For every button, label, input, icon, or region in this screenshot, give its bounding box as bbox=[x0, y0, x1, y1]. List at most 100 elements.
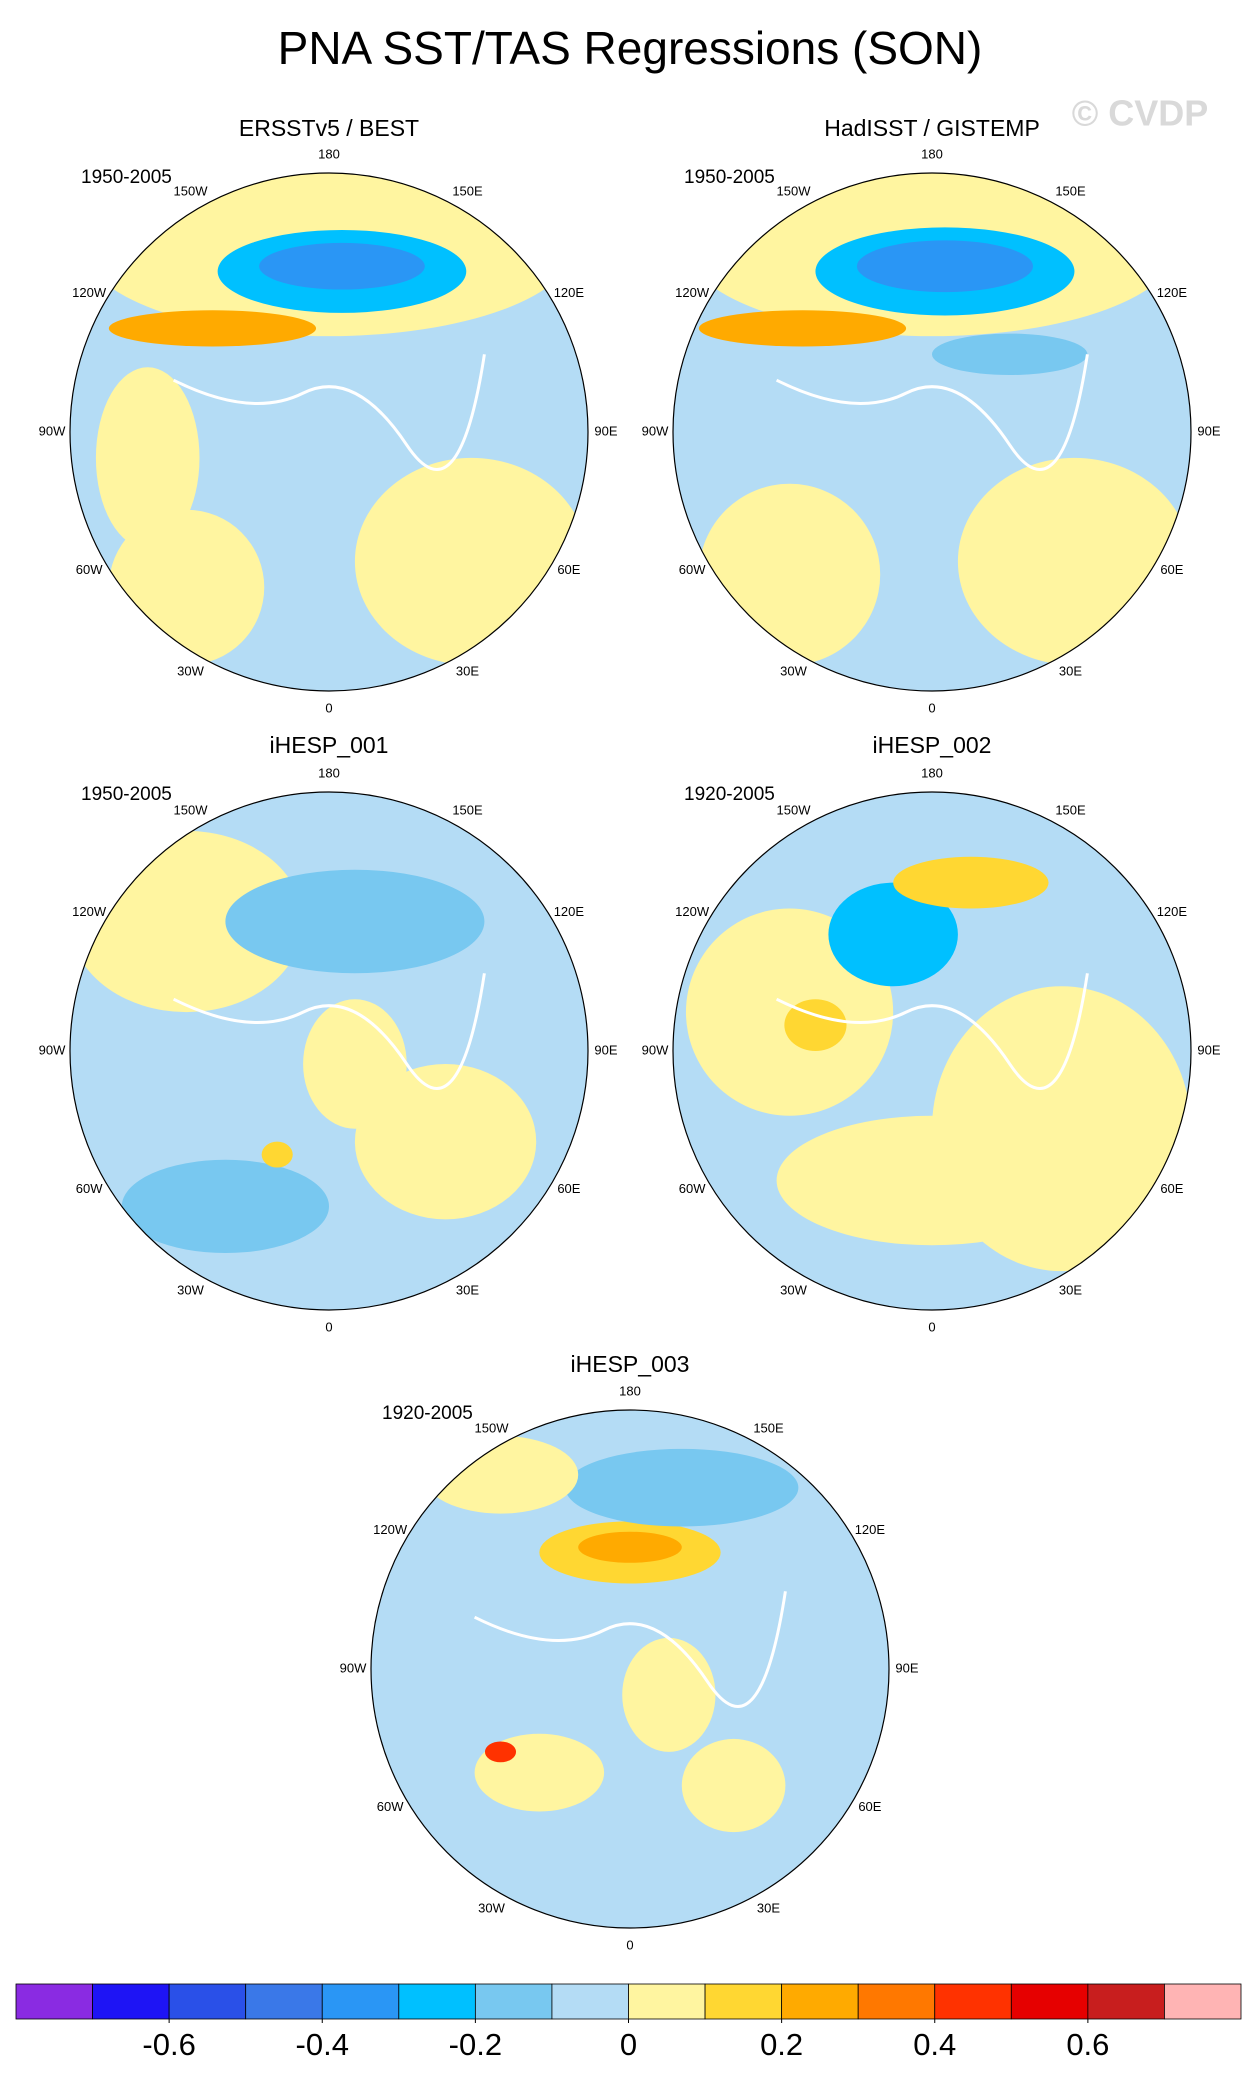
watermark: © CVDP bbox=[1072, 93, 1209, 134]
longitude-label: 0 bbox=[928, 700, 935, 715]
anomaly-region bbox=[828, 882, 958, 987]
longitude-label: 60W bbox=[76, 562, 103, 577]
map-panel: iHESP_002 1920-2005 180 150E 120E 90E 60E 30E 0 3… bbox=[642, 732, 1221, 1334]
longitude-label: 60E bbox=[557, 562, 580, 577]
colorbar-box bbox=[1164, 1983, 1242, 2020]
longitude-label: 90E bbox=[1197, 1042, 1220, 1057]
longitude-label: 30W bbox=[780, 663, 807, 678]
longitude-label: 120W bbox=[675, 904, 710, 919]
longitude-label: 180 bbox=[318, 765, 340, 780]
colorbar-box bbox=[168, 1983, 247, 2020]
longitude-label: 60E bbox=[1160, 562, 1183, 577]
map-field bbox=[673, 792, 1191, 1310]
map-panel: iHESP_001 1950-2005 180 150E 120E 90E 60E 30E 0 3… bbox=[39, 732, 618, 1334]
anomaly-region bbox=[681, 1738, 786, 1833]
colorbar-tick-label: 0.2 bbox=[760, 2027, 803, 2062]
panel-period: 1920-2005 bbox=[382, 1403, 473, 1424]
longitude-label: 0 bbox=[325, 1319, 332, 1334]
longitude-label: 150W bbox=[174, 803, 209, 818]
colorbar-box bbox=[245, 1983, 323, 2020]
longitude-label: 60W bbox=[377, 1799, 404, 1814]
longitude-label: 30E bbox=[1059, 1282, 1082, 1297]
anomaly-region bbox=[121, 1159, 330, 1254]
panel-period: 1950-2005 bbox=[81, 167, 172, 188]
anomaly-region bbox=[893, 856, 1049, 909]
colorbar-box bbox=[857, 1983, 936, 2020]
colorbar-box bbox=[321, 1983, 400, 2020]
longitude-label: 90W bbox=[642, 1042, 669, 1057]
longitude-label: 60W bbox=[679, 1181, 706, 1196]
longitude-label: 60W bbox=[679, 562, 706, 577]
panel-title: ERSSTv5 / BEST bbox=[239, 115, 419, 141]
anomaly-region bbox=[578, 1531, 682, 1563]
anomaly-region bbox=[95, 367, 200, 549]
panel-period: 1950-2005 bbox=[684, 167, 775, 188]
coastline bbox=[775, 973, 1089, 1090]
map-field bbox=[673, 173, 1191, 691]
longitude-label: 180 bbox=[619, 1383, 641, 1398]
panel-title: iHESP_001 bbox=[270, 732, 389, 758]
coastline bbox=[775, 354, 1089, 471]
longitude-label: 150W bbox=[777, 803, 812, 818]
colorbar-tick-label: 0 bbox=[620, 2027, 637, 2062]
anomaly-region bbox=[225, 869, 485, 974]
colorbar-tick-label: -0.6 bbox=[142, 2027, 195, 2062]
map-field bbox=[70, 792, 588, 1310]
longitude-label: 120W bbox=[72, 904, 107, 919]
longitude-label: 90E bbox=[594, 423, 617, 438]
anomaly-region bbox=[565, 1448, 799, 1527]
anomaly-region bbox=[622, 1637, 716, 1752]
longitude-label: 150E bbox=[1055, 184, 1086, 199]
longitude-label: 120E bbox=[554, 285, 585, 300]
anomaly-region bbox=[354, 1063, 537, 1220]
anomaly-region bbox=[932, 333, 1088, 376]
anomaly-region bbox=[776, 1115, 1088, 1246]
map-border bbox=[672, 791, 1192, 1311]
longitude-label: 150W bbox=[475, 1421, 510, 1436]
panel-period: 1920-2005 bbox=[684, 784, 775, 805]
longitude-label: 90W bbox=[642, 423, 669, 438]
longitude-label: 180 bbox=[921, 765, 943, 780]
colorbar-box bbox=[474, 1983, 553, 2020]
longitude-label: 90W bbox=[340, 1660, 367, 1675]
longitude-label: 150E bbox=[452, 184, 483, 199]
longitude-label: 120W bbox=[675, 285, 710, 300]
colorbar-box bbox=[628, 1983, 706, 2020]
anomaly-region bbox=[303, 999, 407, 1129]
longitude-label: 150E bbox=[753, 1421, 784, 1436]
colorbar-tick-label: -0.2 bbox=[449, 2027, 502, 2062]
anomaly-region bbox=[108, 310, 317, 347]
longitude-label: 150E bbox=[452, 803, 483, 818]
longitude-label: 30E bbox=[1059, 663, 1082, 678]
anomaly-region bbox=[259, 242, 425, 290]
colorbar-box bbox=[15, 1983, 93, 2020]
longitude-label: 180 bbox=[318, 146, 340, 161]
colorbar-box bbox=[551, 1983, 629, 2020]
map-border bbox=[69, 791, 589, 1311]
anomaly-region bbox=[784, 999, 847, 1051]
longitude-label: 30E bbox=[456, 663, 479, 678]
map-panel: HadISST / GISTEMP 1950-2005 180 150E 120E 90E… bbox=[642, 115, 1221, 715]
longitude-label: 0 bbox=[928, 1319, 935, 1334]
longitude-label: 90W bbox=[39, 423, 66, 438]
panel-period: 1950-2005 bbox=[81, 784, 172, 805]
coastline bbox=[172, 354, 486, 471]
longitude-label: 90E bbox=[594, 1042, 617, 1057]
panel-title: iHESP_002 bbox=[873, 732, 992, 758]
longitude-label: 90E bbox=[1197, 423, 1220, 438]
longitude-label: 60E bbox=[557, 1181, 580, 1196]
colorbar-box bbox=[781, 1983, 859, 2020]
panel-title: iHESP_003 bbox=[571, 1351, 690, 1377]
anomaly-region bbox=[422, 1435, 579, 1514]
anomaly-region bbox=[261, 1141, 293, 1168]
longitude-label: 30E bbox=[456, 1282, 479, 1297]
longitude-label: 60W bbox=[76, 1181, 103, 1196]
anomaly-region bbox=[484, 1741, 517, 1763]
colorbar-tick-label: 0.6 bbox=[1066, 2027, 1109, 2062]
longitude-label: 60E bbox=[1160, 1181, 1183, 1196]
anomaly-region bbox=[698, 483, 881, 666]
map-field bbox=[371, 1410, 889, 1928]
colorbar-box bbox=[1087, 1983, 1165, 2020]
map-border bbox=[672, 172, 1192, 692]
